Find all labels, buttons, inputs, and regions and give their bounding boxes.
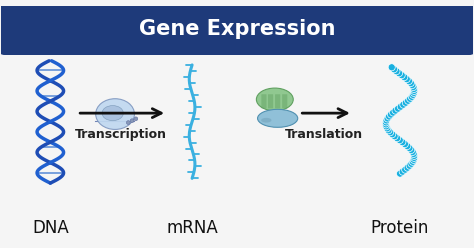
Circle shape: [408, 93, 415, 100]
Circle shape: [383, 117, 390, 124]
Ellipse shape: [102, 106, 123, 121]
Circle shape: [394, 105, 401, 112]
Text: Protein: Protein: [371, 219, 429, 237]
Circle shape: [383, 119, 390, 126]
Circle shape: [410, 83, 417, 91]
Text: Transcription: Transcription: [75, 128, 167, 141]
Text: DNA: DNA: [32, 219, 69, 237]
Circle shape: [408, 160, 415, 167]
FancyBboxPatch shape: [268, 94, 273, 108]
Circle shape: [387, 111, 394, 118]
Circle shape: [406, 145, 413, 152]
Circle shape: [409, 158, 416, 165]
Circle shape: [383, 125, 391, 132]
Circle shape: [407, 95, 414, 102]
Circle shape: [410, 89, 418, 96]
Circle shape: [407, 80, 414, 87]
Circle shape: [409, 148, 416, 155]
FancyBboxPatch shape: [275, 94, 280, 108]
Circle shape: [385, 127, 392, 134]
Circle shape: [410, 156, 417, 163]
Text: Translation: Translation: [285, 128, 364, 141]
Circle shape: [400, 101, 407, 108]
Circle shape: [127, 121, 130, 124]
Circle shape: [389, 131, 396, 138]
Ellipse shape: [256, 88, 293, 111]
Circle shape: [404, 143, 411, 150]
Circle shape: [397, 103, 404, 110]
Circle shape: [391, 66, 398, 73]
Circle shape: [390, 109, 397, 116]
FancyBboxPatch shape: [261, 94, 266, 108]
Circle shape: [410, 154, 418, 161]
Circle shape: [130, 119, 134, 123]
FancyBboxPatch shape: [0, 4, 474, 55]
Circle shape: [401, 166, 409, 173]
Ellipse shape: [261, 118, 272, 123]
Circle shape: [398, 72, 405, 79]
Circle shape: [409, 81, 416, 89]
Circle shape: [385, 113, 392, 120]
Text: Gene Expression: Gene Expression: [139, 19, 335, 38]
Circle shape: [410, 150, 417, 157]
Circle shape: [134, 117, 138, 121]
Text: mRNA: mRNA: [166, 219, 218, 237]
Circle shape: [405, 78, 412, 85]
Circle shape: [399, 168, 406, 175]
Circle shape: [401, 141, 409, 148]
Circle shape: [410, 152, 418, 159]
FancyBboxPatch shape: [282, 94, 287, 108]
Circle shape: [404, 164, 411, 171]
Circle shape: [392, 107, 399, 114]
Circle shape: [393, 68, 400, 75]
Circle shape: [402, 99, 410, 106]
Circle shape: [406, 162, 413, 169]
Circle shape: [403, 76, 410, 83]
Ellipse shape: [257, 109, 298, 127]
Circle shape: [383, 121, 390, 128]
Circle shape: [410, 91, 417, 98]
Ellipse shape: [96, 99, 135, 129]
Circle shape: [397, 170, 403, 177]
Circle shape: [388, 64, 395, 71]
Circle shape: [387, 129, 394, 136]
Circle shape: [410, 87, 418, 94]
Circle shape: [383, 123, 390, 130]
Circle shape: [393, 135, 401, 142]
Circle shape: [405, 97, 411, 104]
Circle shape: [395, 70, 402, 77]
Circle shape: [399, 139, 406, 146]
Circle shape: [408, 147, 415, 154]
Circle shape: [401, 74, 408, 81]
Circle shape: [396, 137, 403, 144]
Circle shape: [391, 133, 398, 140]
Circle shape: [384, 115, 391, 122]
Circle shape: [410, 85, 418, 93]
